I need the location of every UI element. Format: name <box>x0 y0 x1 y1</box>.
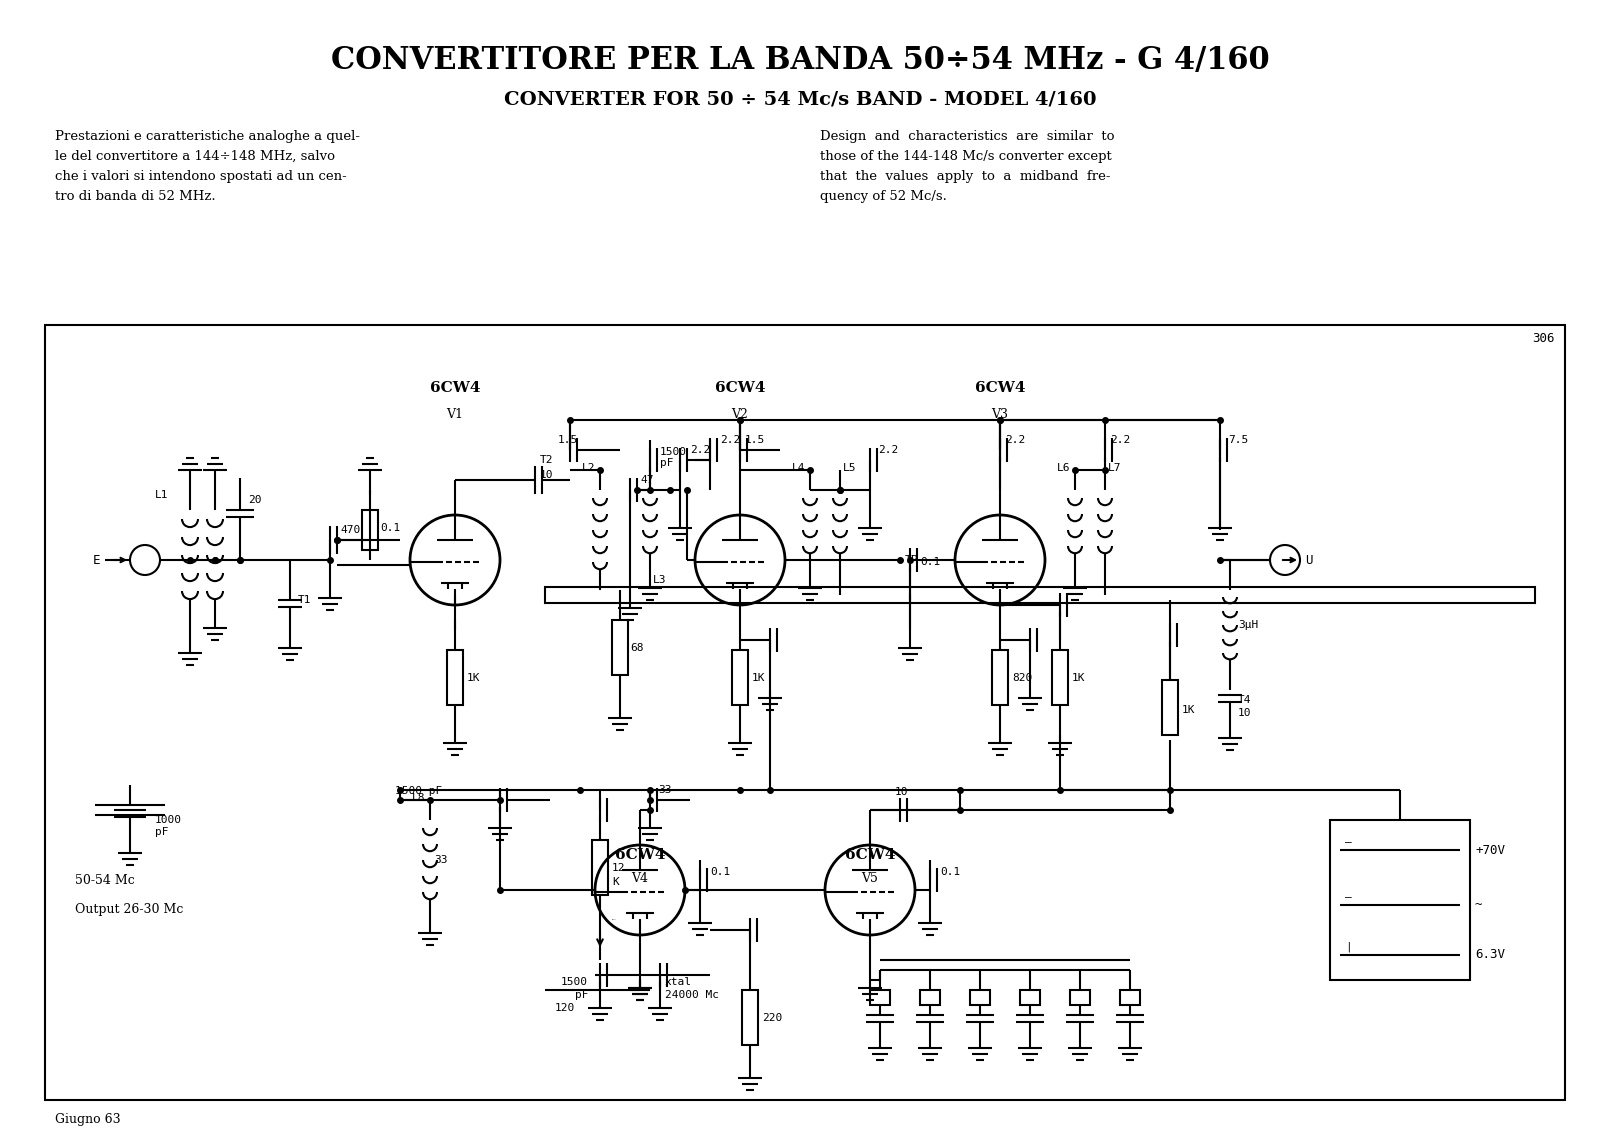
Text: 68: 68 <box>630 644 643 653</box>
Bar <box>446 650 462 705</box>
Text: 306: 306 <box>1533 331 1555 345</box>
Text: E: E <box>93 553 99 567</box>
Bar <box>546 587 1534 603</box>
Bar <box>611 620 627 675</box>
Text: 1K: 1K <box>467 673 480 683</box>
Text: L4: L4 <box>792 463 805 473</box>
Text: 0.1: 0.1 <box>941 867 960 877</box>
Text: 6CW4: 6CW4 <box>614 848 666 862</box>
Text: 1500: 1500 <box>562 977 589 987</box>
Text: 47: 47 <box>640 475 653 485</box>
Text: Giugno 63: Giugno 63 <box>54 1114 120 1126</box>
Text: 0.1: 0.1 <box>381 523 400 533</box>
Text: 3μH: 3μH <box>1238 620 1258 630</box>
Text: ~: ~ <box>1475 898 1490 912</box>
Text: CONVERTITORE PER LA BANDA 50÷54 MHz - G 4/160: CONVERTITORE PER LA BANDA 50÷54 MHz - G … <box>331 45 1269 76</box>
Text: 820: 820 <box>1013 673 1032 683</box>
Text: pF: pF <box>661 458 674 468</box>
Text: 24000 Mc: 24000 Mc <box>666 990 718 1000</box>
Text: —: — <box>1346 837 1352 847</box>
Bar <box>992 650 1008 705</box>
Text: 6CW4: 6CW4 <box>974 381 1026 395</box>
Bar <box>1120 990 1139 1005</box>
Bar <box>920 990 941 1005</box>
Text: 2.2: 2.2 <box>1110 435 1130 444</box>
Text: 6.3V: 6.3V <box>1475 949 1506 961</box>
Text: 1K: 1K <box>752 673 765 683</box>
Bar <box>592 840 608 895</box>
Text: 1.5: 1.5 <box>746 435 765 444</box>
Text: T1: T1 <box>298 595 312 605</box>
Text: 2.2: 2.2 <box>690 444 710 455</box>
Text: 12: 12 <box>611 863 626 873</box>
Bar <box>733 650 749 705</box>
Text: 2.2: 2.2 <box>720 435 741 444</box>
Text: V1: V1 <box>446 408 464 422</box>
Text: 0.1: 0.1 <box>920 556 941 567</box>
Text: 1K: 1K <box>1072 673 1085 683</box>
Text: L5: L5 <box>843 463 856 473</box>
Text: 1500 pF: 1500 pF <box>395 786 442 796</box>
Text: +70V: +70V <box>1475 844 1506 856</box>
Text: K: K <box>611 877 619 887</box>
Text: T4: T4 <box>1238 696 1251 705</box>
Text: 6CW4: 6CW4 <box>845 848 896 862</box>
Text: L2: L2 <box>581 463 595 473</box>
Text: T2: T2 <box>541 455 554 465</box>
Bar <box>1162 680 1178 735</box>
Text: L3: L3 <box>653 575 667 585</box>
Text: 2.2: 2.2 <box>1005 435 1026 444</box>
Bar <box>742 990 758 1045</box>
Text: pF: pF <box>155 827 168 837</box>
Text: V5: V5 <box>861 872 878 884</box>
Text: 0.1: 0.1 <box>710 867 730 877</box>
Text: V2: V2 <box>731 408 749 422</box>
Text: 220: 220 <box>762 1013 782 1024</box>
Text: L6: L6 <box>1056 463 1070 473</box>
Bar <box>1053 650 1069 705</box>
Text: 1000: 1000 <box>155 815 182 824</box>
Text: Output 26-30 Mc: Output 26-30 Mc <box>75 904 184 916</box>
Text: 10: 10 <box>1238 708 1251 718</box>
Text: 2.2: 2.2 <box>878 444 898 455</box>
Text: L8: L8 <box>411 793 426 803</box>
Text: 10: 10 <box>894 787 909 797</box>
Bar <box>362 510 378 550</box>
Text: L7: L7 <box>1107 463 1122 473</box>
Text: 33: 33 <box>434 855 448 865</box>
Text: L1: L1 <box>155 490 168 500</box>
Bar <box>45 325 1565 1100</box>
Text: 120: 120 <box>555 1003 576 1013</box>
Text: 1.5: 1.5 <box>558 435 578 444</box>
Text: 6CW4: 6CW4 <box>430 381 480 395</box>
Text: 1500: 1500 <box>661 447 686 457</box>
Text: pF: pF <box>574 990 589 1000</box>
Text: 1K: 1K <box>1182 705 1195 715</box>
Text: 20: 20 <box>248 495 261 506</box>
Text: Design  and  characteristics  are  similar  to
those of the 144-148 Mc/s convert: Design and characteristics are similar t… <box>819 130 1115 202</box>
Text: TP: TP <box>906 555 918 566</box>
Bar <box>1070 990 1090 1005</box>
Text: CONVERTER FOR 50 ÷ 54 Mc/s BAND - MODEL 4/160: CONVERTER FOR 50 ÷ 54 Mc/s BAND - MODEL … <box>504 90 1096 107</box>
Text: —: — <box>1346 892 1352 903</box>
Text: 7.5: 7.5 <box>1229 435 1248 444</box>
Bar <box>1021 990 1040 1005</box>
Text: Prestazioni e caratteristiche analoghe a quel-
le del convertitore a 144÷148 MHz: Prestazioni e caratteristiche analoghe a… <box>54 130 360 202</box>
Text: V3: V3 <box>992 408 1008 422</box>
Text: xtal: xtal <box>666 977 691 987</box>
Bar <box>1330 820 1470 979</box>
Bar <box>870 990 890 1005</box>
Text: 10: 10 <box>541 470 554 480</box>
Text: U: U <box>1306 553 1312 567</box>
Text: 50-54 Mc: 50-54 Mc <box>75 873 134 887</box>
Text: 470: 470 <box>339 525 360 535</box>
Text: 6CW4: 6CW4 <box>715 381 765 395</box>
Bar <box>970 990 990 1005</box>
Text: |: | <box>1346 942 1352 952</box>
Text: 33: 33 <box>658 785 672 795</box>
Text: V4: V4 <box>632 872 648 884</box>
